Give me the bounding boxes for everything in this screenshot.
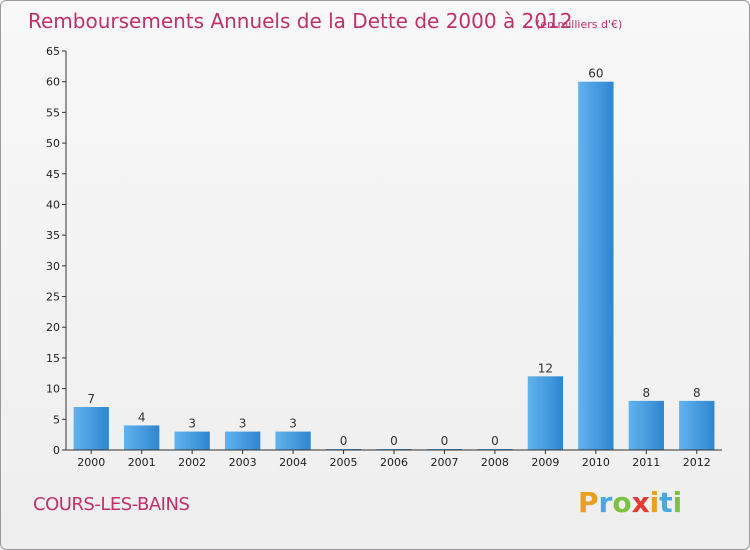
bar-2012 [679, 400, 715, 450]
value-label-2011: 8 [642, 386, 650, 400]
bar-2009 [527, 376, 564, 450]
bar-2002 [174, 431, 210, 450]
logo-letter: P [578, 486, 599, 519]
y-tick-label: 25 [46, 291, 60, 304]
value-label-2000: 7 [87, 392, 95, 406]
logo-letter: o [612, 486, 632, 519]
bars-group: 7 4 3 3 3 0 0 0 0 12 60 8 8 [73, 67, 715, 450]
value-label-2002: 3 [188, 417, 196, 431]
x-tick-label-2010: 2010 [582, 456, 610, 469]
x-tick-label-2008: 2008 [481, 456, 509, 469]
x-tick-label-2007: 2007 [430, 456, 458, 469]
bar-2011 [628, 400, 664, 450]
value-label-2003: 3 [239, 417, 247, 431]
x-tick-label-2003: 2003 [229, 456, 257, 469]
x-tick-label-2001: 2001 [128, 456, 156, 469]
logo-letter: i [649, 486, 660, 519]
bar-2003 [224, 431, 261, 450]
y-tick-label: 50 [46, 137, 60, 150]
bar-2010 [578, 81, 614, 450]
logo-letter: i [672, 486, 683, 519]
logo-letter: x [631, 486, 650, 519]
value-label-2010: 60 [588, 67, 603, 81]
y-tick-label: 40 [46, 198, 60, 211]
chart-subtitle: (en milliers d'€) [536, 18, 622, 31]
value-label-2005: 0 [340, 434, 348, 448]
proxiti-logo: Proxiti [578, 486, 682, 519]
y-axis: 0 5 10 15 20 25 30 35 40 45 50 55 60 65 [46, 45, 67, 457]
bar-2004 [275, 431, 311, 450]
x-axis: 2000 2001 2002 2003 2004 2005 2006 2007 2008 2009… [66, 449, 722, 469]
value-label-2012: 8 [693, 386, 701, 400]
logo-letter: t [659, 486, 673, 519]
y-tick-label: 30 [46, 260, 60, 273]
commune-name: COURS-LES-BAINS [33, 494, 190, 515]
x-tick-label-2009: 2009 [531, 456, 559, 469]
y-tick-label: 55 [46, 106, 60, 119]
y-tick-label: 5 [53, 413, 60, 426]
x-tick-label-2002: 2002 [178, 456, 206, 469]
y-tick-label: 0 [53, 444, 60, 457]
value-label-2008: 0 [491, 434, 499, 448]
y-tick-label: 15 [46, 352, 60, 365]
y-tick-label: 45 [46, 168, 60, 181]
y-tick-label: 10 [46, 383, 60, 396]
x-tick-label-2005: 2005 [330, 456, 358, 469]
y-tick-label: 65 [46, 45, 60, 58]
logo-letter: r [598, 486, 613, 519]
bar-2000 [73, 407, 109, 450]
y-tick-label: 60 [46, 76, 60, 89]
value-label-2001: 4 [138, 410, 146, 424]
bar-2001 [124, 425, 160, 450]
value-label-2004: 3 [289, 417, 297, 431]
x-tick-label-2011: 2011 [632, 456, 660, 469]
value-label-2009: 12 [538, 361, 553, 375]
value-label-2007: 0 [441, 434, 449, 448]
chart-title: Remboursements Annuels de la Dette de 20… [28, 9, 572, 33]
x-tick-label-2006: 2006 [380, 456, 408, 469]
x-tick-label-2012: 2012 [683, 456, 711, 469]
value-label-2006: 0 [390, 434, 398, 448]
y-tick-label: 35 [46, 229, 60, 242]
x-tick-label-2004: 2004 [279, 456, 307, 469]
x-tick-label-2000: 2000 [77, 456, 105, 469]
y-tick-label: 20 [46, 321, 60, 334]
